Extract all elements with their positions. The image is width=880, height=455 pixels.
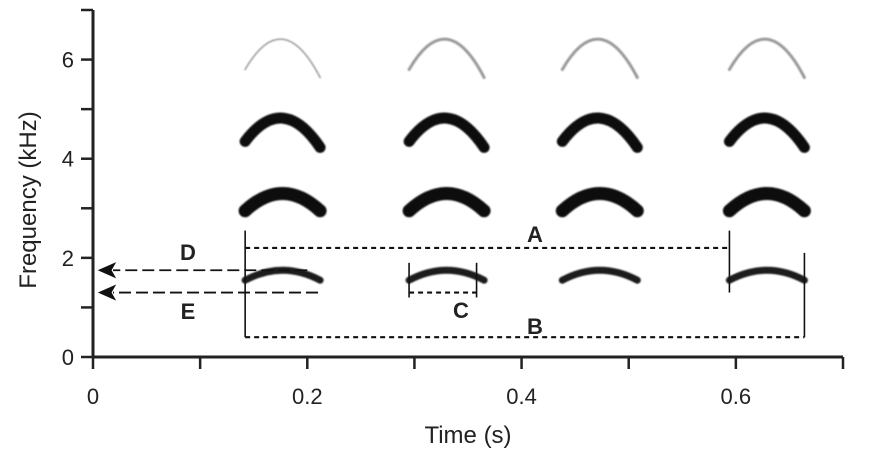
note-3-harmonic-3 [556,112,643,153]
note-4-harmonic-2 [722,186,811,218]
x-tick-label: 0.4 [506,384,537,409]
annotation-label-b: B [527,314,543,339]
x-tick-label: 0.2 [292,384,323,409]
x-axis-title: Time (s) [424,422,511,449]
note-3-harmonic-1 [558,266,641,284]
note-2-harmonic-1 [405,266,488,284]
note-2-harmonic-3 [403,112,490,153]
x-tick-label: 0 [87,384,99,409]
y-tick-label: 6 [62,48,74,73]
note-4-harmonic-1 [725,266,808,284]
arrow-d-head [97,262,117,279]
y-tick-label: 0 [62,345,74,370]
note-3-harmonic-4 [560,37,639,79]
annotations-layer: A B C D E [97,222,806,339]
note-1-harmonic-4 [244,38,321,79]
y-tick-label: 2 [62,246,74,271]
note-2-harmonic-4 [407,37,486,79]
y-tick-label: 4 [62,147,74,172]
note-3-harmonic-2 [555,186,644,218]
annotation-label-d: D [180,240,196,265]
arrow-e-head [97,284,117,301]
note-4-harmonic-4 [727,37,806,79]
note-1-harmonic-1 [241,266,324,284]
note-1-harmonic-2 [238,186,327,218]
axes-layer: 0 0.2 0.4 0.6 0 2 4 6 Time (s) Frequency (kHz) [15,8,845,449]
annotation-label-e: E [181,299,196,324]
note-2-harmonic-2 [402,186,491,218]
notes-layer [238,37,811,284]
annotation-label-a: A [527,222,543,247]
x-tick-label: 0.6 [721,384,752,409]
note-4-harmonic-3 [723,112,810,153]
note-1-harmonic-3 [239,112,326,153]
annotation-label-c: C [453,298,469,323]
y-axis-title: Frequency (kHz) [15,111,42,288]
